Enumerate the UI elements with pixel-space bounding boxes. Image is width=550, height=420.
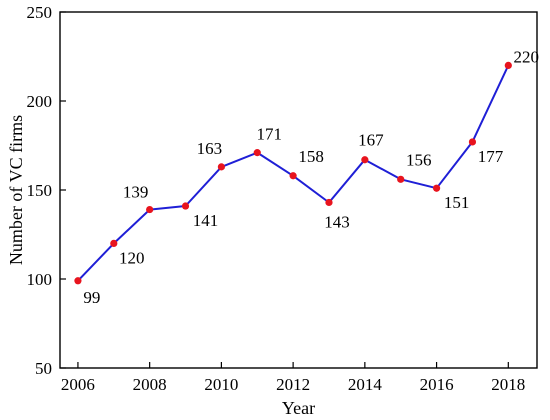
data-label: 167 xyxy=(358,131,384,150)
data-label: 151 xyxy=(444,193,470,212)
x-tick-label: 2010 xyxy=(204,375,238,394)
data-point xyxy=(110,239,118,247)
data-label: 158 xyxy=(298,147,324,166)
data-point xyxy=(504,61,512,69)
x-axis: 2006 2008 2010 2012 2014 2016 2018 xyxy=(61,362,525,394)
data-label: 220 xyxy=(514,47,540,66)
x-axis-title: Year xyxy=(282,398,315,418)
data-labels: 99 120 139 141 163 171 158 143 167 156 151 177 220 xyxy=(83,47,539,306)
data-label: 177 xyxy=(478,147,504,166)
data-label: 139 xyxy=(123,183,149,202)
y-axis-title: Number of VC firms xyxy=(6,115,26,265)
x-tick-label: 2006 xyxy=(61,375,95,394)
data-point xyxy=(397,175,405,183)
x-tick-label: 2016 xyxy=(420,375,454,394)
data-point xyxy=(432,184,441,192)
x-tick-label: 2018 xyxy=(491,375,525,394)
data-label: 163 xyxy=(197,139,223,158)
y-tick-label: 50 xyxy=(35,359,52,378)
x-tick-label: 2008 xyxy=(133,375,167,394)
data-label: 143 xyxy=(324,212,350,231)
data-label: 171 xyxy=(257,125,283,144)
data-point xyxy=(468,138,477,146)
data-label: 120 xyxy=(119,248,145,267)
series-group xyxy=(74,61,512,285)
data-point xyxy=(74,277,82,285)
y-tick-label: 100 xyxy=(27,270,53,289)
data-point xyxy=(253,149,261,157)
y-tick-label: 150 xyxy=(27,181,53,200)
y-axis: 50 100 150 200 250 xyxy=(27,3,66,378)
data-label: 141 xyxy=(193,211,219,230)
data-point xyxy=(146,205,154,214)
data-point xyxy=(289,172,297,180)
data-label: 156 xyxy=(406,150,432,169)
data-label: 99 xyxy=(83,288,100,307)
data-point xyxy=(181,202,190,210)
data-point xyxy=(325,198,333,207)
data-point xyxy=(361,156,369,164)
x-tick-label: 2012 xyxy=(276,375,310,394)
y-tick-label: 250 xyxy=(27,3,53,22)
data-point xyxy=(217,163,225,171)
x-tick-label: 2014 xyxy=(348,375,383,394)
y-tick-label: 200 xyxy=(27,92,53,111)
